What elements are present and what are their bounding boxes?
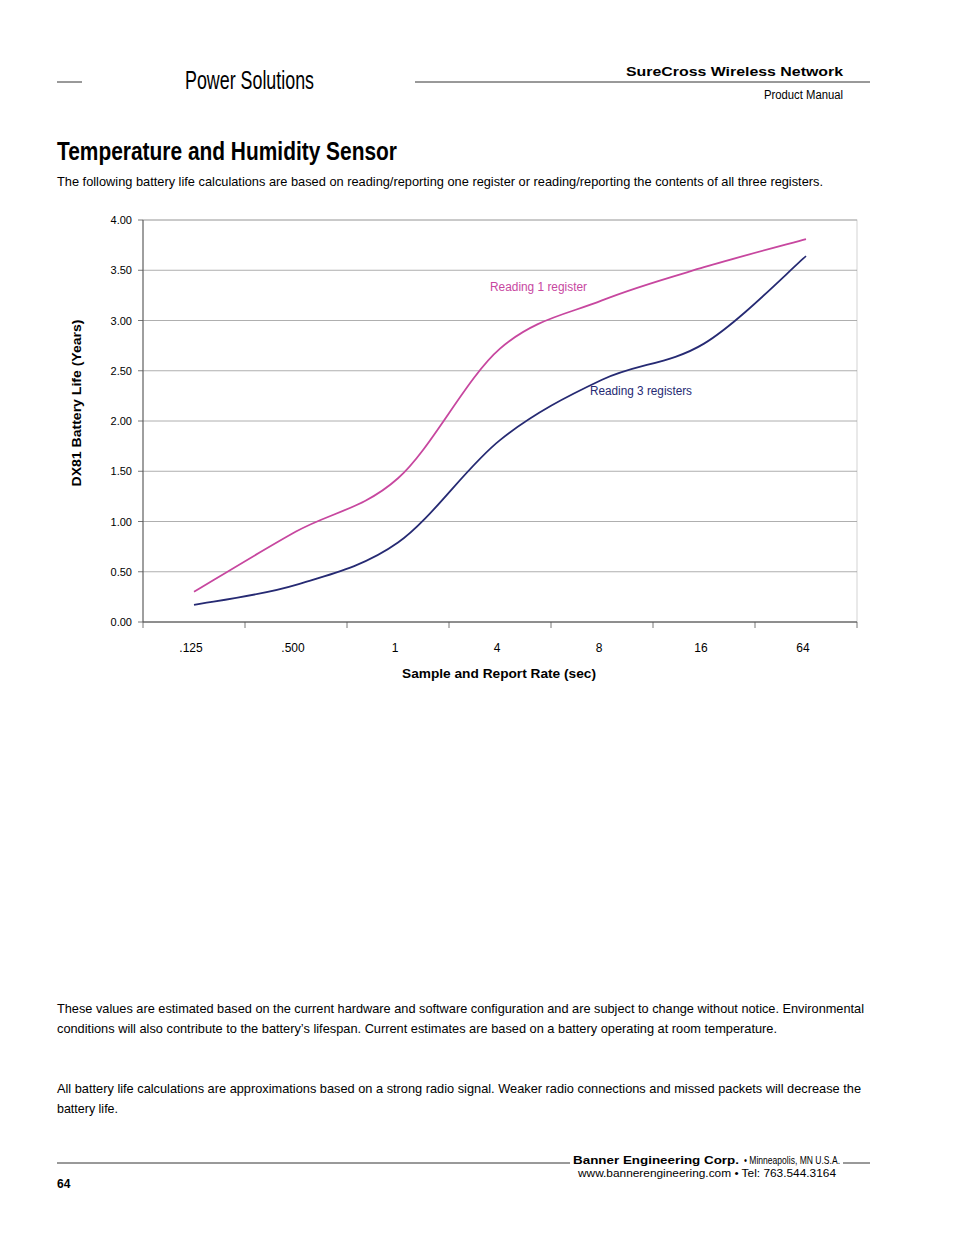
footer-contact: www.bannerengineering.com • Tel: 763.544… <box>577 1167 836 1179</box>
note-text: battery life. <box>57 1101 118 1116</box>
grid-line <box>143 571 857 572</box>
x-tick <box>449 622 450 628</box>
plot-frame <box>143 220 857 622</box>
note-text: These values are estimated based on the … <box>57 1001 864 1016</box>
y-tick <box>138 471 143 472</box>
doc-type: Product Manual <box>764 88 843 102</box>
product-name: SureCross Wireless Network <box>626 64 844 79</box>
note-text: All battery life calculations are approx… <box>57 1081 861 1096</box>
page-number: 64 <box>57 1177 71 1191</box>
header-rule <box>57 82 82 83</box>
grid-line <box>143 220 857 221</box>
x-tick-label: .125 <box>179 641 203 655</box>
grid-line <box>143 521 857 522</box>
y-tick <box>138 571 143 572</box>
footer-rule <box>57 1163 570 1164</box>
y-tick-label: 0.00 <box>111 616 132 628</box>
series-label: Reading 1 register <box>490 280 587 294</box>
footer-company: Banner Engineering Corp. <box>573 1154 739 1166</box>
page-title: Temperature and Humidity Sensor <box>57 136 397 166</box>
header-rule <box>415 82 870 83</box>
series-line <box>194 239 806 592</box>
x-tick <box>857 622 858 628</box>
x-tick <box>755 622 756 628</box>
x-tick-label: 1 <box>392 641 399 655</box>
section-title: Power Solutions <box>185 66 314 94</box>
y-tick <box>138 370 143 371</box>
x-tick-label: 8 <box>596 641 603 655</box>
grid-line <box>143 421 857 422</box>
y-tick <box>138 421 143 422</box>
x-tick <box>143 622 144 628</box>
x-tick <box>653 622 654 628</box>
x-tick <box>245 622 246 628</box>
grid-line <box>143 270 857 271</box>
x-tick <box>347 622 348 628</box>
x-tick-label: 16 <box>694 641 708 655</box>
x-axis <box>143 622 857 623</box>
x-tick-label: 64 <box>796 641 810 655</box>
y-tick <box>138 270 143 271</box>
y-tick-label: 3.00 <box>111 315 132 327</box>
x-tick <box>551 622 552 628</box>
footer-rule <box>843 1163 870 1164</box>
y-axis <box>143 220 144 622</box>
grid-line <box>143 622 857 623</box>
series-label: Reading 3 registers <box>590 384 692 398</box>
grid-line <box>143 320 857 321</box>
y-tick-label: 1.00 <box>111 516 132 528</box>
page: Power Solutions SureCross Wireless Networ… <box>0 0 954 1235</box>
x-axis-title: Sample and Report Rate (sec) <box>402 666 596 681</box>
y-axis-title: DX81 Battery Life (Years) <box>70 320 84 487</box>
y-tick <box>138 521 143 522</box>
y-tick-label: 3.50 <box>111 264 132 276</box>
y-tick-label: 2.00 <box>111 415 132 427</box>
x-tick-label: .500 <box>281 641 305 655</box>
y-tick-label: 1.50 <box>111 465 132 477</box>
note-text: conditions will also contribute to the b… <box>57 1021 777 1036</box>
grid-line <box>143 471 857 472</box>
y-tick <box>138 622 143 623</box>
x-tick-label: 4 <box>494 641 501 655</box>
y-tick-label: 2.50 <box>111 365 132 377</box>
intro-text: The following battery life calculations … <box>57 174 823 189</box>
series-line <box>194 256 806 605</box>
y-tick-label: 0.50 <box>111 566 132 578</box>
y-tick-label: 4.00 <box>111 214 132 226</box>
y-tick <box>138 220 143 221</box>
plot-area <box>194 239 806 605</box>
y-tick <box>138 320 143 321</box>
grid-line <box>143 370 857 371</box>
footer-location: • Minneapolis, MN U.S.A. <box>744 1154 840 1166</box>
